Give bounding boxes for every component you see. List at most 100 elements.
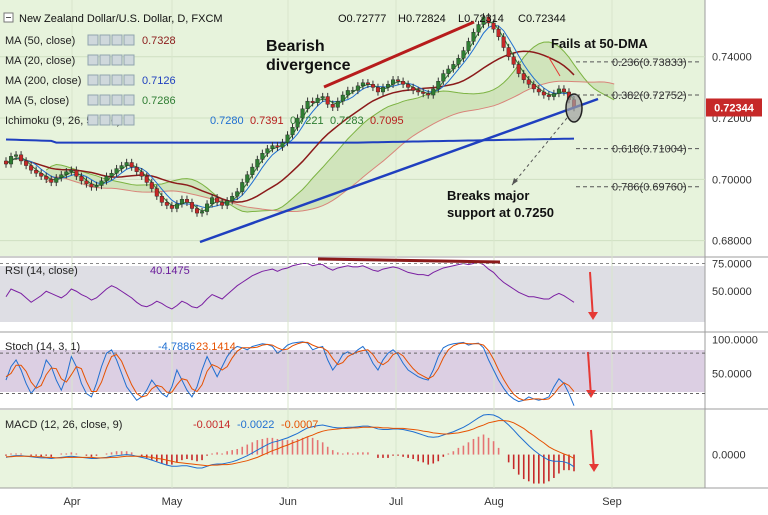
candle-body: [169, 205, 174, 209]
candle-body: [375, 87, 380, 93]
candle-body: [265, 148, 270, 154]
candle-body: [431, 88, 436, 96]
candle-body: [421, 91, 426, 94]
candle-body: [14, 154, 19, 157]
candle-body: [210, 197, 215, 205]
indicator-setting-icon: [99, 94, 111, 106]
rsi-tick-label: 75.0000: [712, 259, 752, 271]
candle-body: [39, 173, 44, 177]
candle-body: [451, 64, 456, 70]
candle-body: [456, 58, 461, 65]
breakout-pointer-head: [512, 178, 518, 185]
candle-body: [235, 191, 240, 197]
candle-body: [44, 176, 49, 180]
candle-body: [129, 162, 134, 168]
candle-body: [34, 169, 39, 174]
candle-body: [200, 211, 205, 214]
breakout-pointer: [511, 117, 568, 186]
candle-body: [406, 84, 411, 88]
down-arrow: [589, 271, 594, 319]
indicator-label: MA (200, close): [5, 75, 81, 87]
candle-body: [531, 84, 536, 90]
candle-body: [466, 41, 471, 51]
time-tick-label: Aug: [484, 496, 504, 508]
candle-body: [345, 90, 350, 96]
indicator-setting-icon: [99, 54, 111, 66]
candle-body: [255, 159, 260, 168]
stoch-tick-label: 100.0000: [712, 335, 758, 347]
fib-label: 0.382(0.72752): [612, 90, 687, 102]
indicator-setting-icon: [123, 54, 135, 66]
indicator-setting-icon: [99, 114, 111, 126]
indicator-label: MA (5, close): [5, 95, 69, 107]
breaks-support-line2: support at 0.7250: [447, 205, 554, 220]
candle-body: [285, 134, 290, 143]
candle-body: [411, 87, 416, 91]
candle-body: [280, 142, 285, 148]
chart-title: New Zealand Dollar/U.S. Dollar, D, FXCM: [19, 13, 223, 25]
candle-body: [556, 88, 561, 94]
indicator-setting-icon: [123, 94, 135, 106]
candle-body: [54, 177, 59, 183]
indicator-setting-icon: [111, 54, 123, 66]
candle-body: [380, 87, 385, 93]
macd-signal-line: [6, 420, 575, 467]
ohlc-value: H0.72824: [398, 13, 446, 25]
sub-panel-axes: 75.0000 50.0000 100.0000 50.0000 0.0000: [0, 257, 758, 462]
indicator-setting-icon: [123, 34, 135, 46]
time-axis: Apr May Jun Jul Aug Sep: [63, 496, 621, 508]
bearish-divergence-trendline: [323, 20, 475, 89]
macd-value: -0.0022: [237, 419, 274, 431]
down-arrow-head: [589, 464, 599, 472]
candle-body: [506, 47, 511, 57]
time-axis-bg: [0, 488, 768, 515]
bearish-divergence-line1: Bearish: [266, 38, 325, 55]
indicator-setting-icon: [87, 114, 99, 126]
ohlc-value: C0.72344: [518, 13, 566, 25]
candle-body: [561, 88, 566, 93]
candle-body: [541, 91, 546, 96]
stoch-title: Stoch (14, 3, 1): [5, 341, 80, 353]
candles: [3, 13, 577, 217]
candle-body: [59, 174, 64, 179]
rsi-value: 40.1475: [150, 265, 190, 277]
fib-label: 0.618(0.71004): [612, 144, 687, 156]
indicator-label: MA (20, close): [5, 55, 75, 67]
indicator-label: MA (50, close): [5, 35, 75, 47]
candle-body: [546, 94, 551, 97]
indicator-setting-icon: [87, 74, 99, 86]
candle-body: [24, 160, 29, 166]
macd-value: -0.0007: [281, 419, 318, 431]
candle-body: [164, 202, 169, 206]
ohlc-readout: O0.72777 H0.72824 L0.72314 C0.72344: [338, 13, 566, 25]
candle-body: [481, 16, 486, 25]
indicator-setting-icon: [111, 114, 123, 126]
ohlc-value: O0.72777: [338, 13, 386, 25]
support-trendline: [199, 97, 599, 244]
candle-body: [174, 203, 179, 209]
candle-body: [29, 165, 34, 171]
candle-body: [260, 153, 265, 160]
indicator-setting-icon: [123, 74, 135, 86]
macd-value: -0.0014: [193, 419, 230, 431]
indicator-setting-icon: [87, 94, 99, 106]
candle-body: [486, 16, 491, 24]
stoch-values: -4.7886 23.1414: [158, 341, 236, 353]
candle-body: [124, 162, 129, 166]
candle-body: [496, 28, 501, 37]
candle-body: [184, 199, 189, 203]
candle-body: [355, 85, 360, 91]
macd-tick-label: 0.0000: [712, 450, 746, 462]
candle-body: [441, 73, 446, 82]
candle-body: [446, 68, 451, 74]
candle-body: [295, 117, 300, 128]
fib-label: 0.786(0.69760): [612, 182, 687, 194]
rsi-band: [0, 266, 705, 322]
candle-body: [240, 182, 245, 192]
price-tick-label: 0.74000: [712, 52, 752, 64]
rsi-tick-label: 50.0000: [712, 286, 752, 298]
indicator-value: 0.7095: [370, 115, 404, 127]
ichimoku-cloud-area: [46, 42, 615, 213]
